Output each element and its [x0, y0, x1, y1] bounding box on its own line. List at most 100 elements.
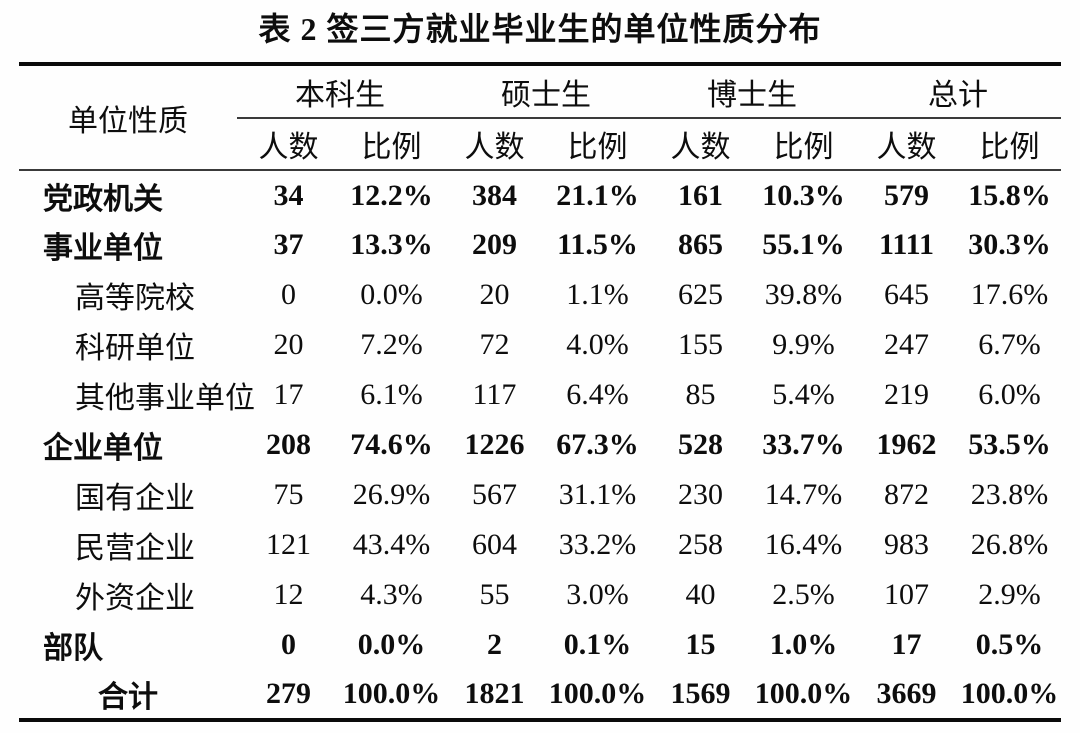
cell-ratio: 9.9% [772, 328, 835, 361]
cell-ratio: 100.0% [342, 677, 441, 710]
cell-count: 72 [479, 328, 510, 361]
table-row: 外资企业 12 4.3% 55 3.0% 40 2.5% 107 2.9% [19, 570, 1061, 620]
cell-count: 219 [884, 378, 929, 411]
cell-ratio: 15.8% [968, 178, 1051, 212]
table-row: 事业单位 37 13.3% 209 11.5% 865 55.1% 1111 30.3% [19, 220, 1061, 270]
cell-count: 17 [891, 628, 922, 661]
column-header-ratio: 比例 [958, 118, 1061, 171]
table-body: 党政机关 34 12.2% 384 21.1% 161 10.3% 579 15.8% 事业单位 3… [19, 170, 1061, 720]
cell-ratio: 4.0% [566, 328, 629, 361]
column-header-ratio: 比例 [546, 118, 649, 171]
column-group-master: 硕士生 [443, 64, 649, 119]
cell-ratio: 10.3% [762, 178, 845, 212]
column-header-ratio: 比例 [752, 118, 855, 171]
table-row: 部队 0 0.0% 2 0.1% 15 1.0% 17 0.5% [19, 620, 1061, 670]
cell-count: 0 [281, 628, 296, 661]
column-header-count: 人数 [649, 118, 752, 171]
cell-count: 279 [266, 677, 311, 710]
cell-count: 872 [884, 478, 929, 511]
cell-count: 247 [884, 328, 929, 361]
cell-ratio: 30.3% [968, 228, 1051, 261]
cell-count: 155 [678, 328, 723, 361]
table-row: 高等院校 0 0.0% 20 1.1% 625 39.8% 645 17.6% [19, 270, 1061, 320]
cell-count: 1821 [464, 677, 525, 710]
cell-ratio: 39.8% [764, 278, 843, 311]
cell-count: 107 [884, 578, 929, 611]
cell-count: 117 [472, 378, 517, 411]
cell-count: 1226 [464, 428, 525, 461]
group-header-row: 单位性质 本科生 硕士生 博士生 总计 [19, 64, 1061, 171]
cell-ratio: 1.0% [769, 628, 838, 661]
table-row: 企业单位 208 74.6% 1226 67.3% 528 33.7% 1962 53.5% [19, 420, 1061, 470]
cell-count: 230 [678, 478, 723, 511]
row-label: 企业单位 [43, 432, 163, 465]
row-label: 外资企业 [75, 582, 195, 615]
cell-ratio: 43.4% [352, 528, 431, 561]
cell-count: 121 [266, 528, 311, 561]
cell-count: 865 [678, 228, 723, 261]
cell-count: 161 [678, 178, 723, 212]
column-header-count: 人数 [237, 118, 340, 171]
cell-count: 17 [273, 378, 304, 411]
cell-ratio: 17.6% [970, 278, 1049, 311]
table-row: 科研单位 20 7.2% 72 4.0% 155 9.9% 247 6.7% [19, 320, 1061, 370]
cell-ratio: 0.5% [975, 628, 1044, 661]
row-label: 国有企业 [75, 482, 195, 515]
cell-ratio: 1.1% [566, 278, 629, 311]
cell-count: 55 [479, 578, 510, 611]
row-label: 部队 [43, 632, 103, 665]
table-row: 合计 279 100.0% 1821 100.0% 1569 100.0% 3669 100.0… [19, 670, 1061, 720]
table-row: 党政机关 34 12.2% 384 21.1% 161 10.3% 579 15.8% [19, 170, 1061, 220]
row-label: 合计 [98, 681, 158, 714]
column-header-ratio: 比例 [340, 118, 443, 171]
table-row: 国有企业 75 26.9% 567 31.1% 230 14.7% 872 23.8% [19, 470, 1061, 520]
cell-count: 625 [678, 278, 723, 311]
cell-ratio: 100.0% [754, 677, 853, 710]
cell-count: 1962 [876, 428, 937, 461]
column-group-doctoral: 博士生 [649, 64, 855, 119]
cell-ratio: 100.0% [960, 677, 1059, 710]
cell-count: 75 [273, 478, 304, 511]
cell-ratio: 5.4% [772, 378, 835, 411]
cell-ratio: 16.4% [764, 528, 843, 561]
cell-count: 34 [273, 178, 304, 212]
cell-count: 3669 [876, 677, 937, 710]
table-row: 民营企业 121 43.4% 604 33.2% 258 16.4% 983 26.8% [19, 520, 1061, 570]
cell-ratio: 0.1% [563, 628, 632, 661]
unit-nature-distribution-table: 单位性质 本科生 硕士生 博士生 总计 人数 比例 人数 比例 人数 比例 人数… [19, 62, 1061, 722]
cell-ratio: 6.1% [360, 378, 423, 411]
cell-ratio: 100.0% [548, 677, 647, 710]
cell-ratio: 2.9% [978, 578, 1041, 611]
column-header-unit-nature: 单位性质 [19, 64, 237, 171]
row-label: 事业单位 [43, 232, 163, 265]
cell-count: 983 [884, 528, 929, 561]
cell-ratio: 6.4% [566, 378, 629, 411]
cell-count: 85 [685, 378, 716, 411]
cell-count: 0 [281, 278, 296, 311]
cell-count: 15 [685, 628, 716, 661]
cell-count: 604 [472, 528, 517, 561]
cell-count: 2 [487, 628, 502, 661]
cell-ratio: 74.6% [350, 428, 433, 461]
cell-ratio: 6.0% [978, 378, 1041, 411]
cell-count: 37 [273, 228, 304, 261]
cell-count: 1569 [670, 677, 731, 710]
cell-count: 40 [685, 578, 716, 611]
cell-count: 528 [678, 428, 723, 461]
row-label: 其他事业单位 [75, 382, 255, 415]
cell-count: 645 [884, 278, 929, 311]
cell-ratio: 2.5% [772, 578, 835, 611]
cell-count: 20 [479, 278, 510, 311]
cell-count: 20 [273, 328, 304, 361]
column-header-count: 人数 [443, 118, 546, 171]
cell-ratio: 7.2% [360, 328, 423, 361]
column-header-count: 人数 [855, 118, 958, 171]
table-row: 其他事业单位 17 6.1% 117 6.4% 85 5.4% 219 6.0% [19, 370, 1061, 420]
cell-ratio: 14.7% [764, 478, 843, 511]
cell-count: 1111 [878, 228, 935, 261]
cell-ratio: 0.0% [357, 628, 426, 661]
cell-ratio: 31.1% [558, 478, 637, 511]
cell-ratio: 26.9% [352, 478, 431, 511]
cell-ratio: 33.2% [558, 528, 637, 561]
cell-ratio: 6.7% [978, 328, 1041, 361]
